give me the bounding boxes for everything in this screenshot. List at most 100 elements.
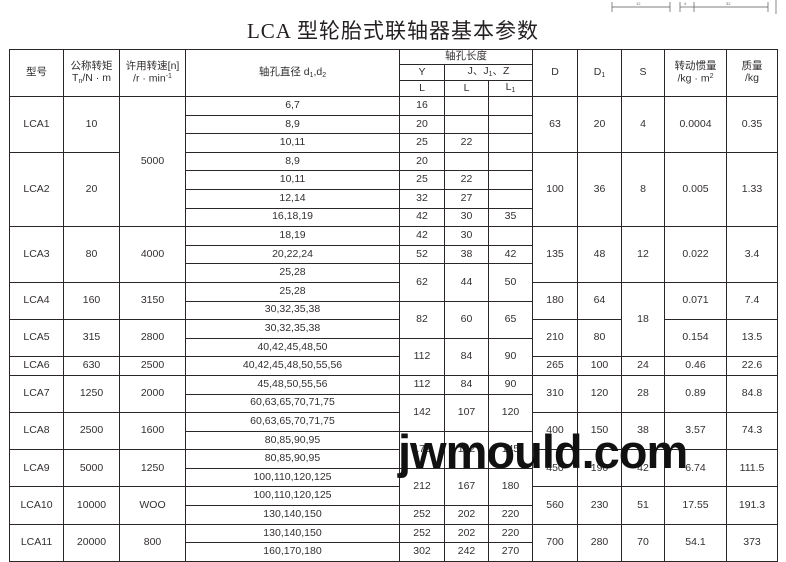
mass-line2: /kg	[744, 72, 759, 84]
cell-bore-diameter: 60,63,65,70,71,75	[185, 412, 400, 432]
cell-torque: 80	[63, 226, 120, 283]
cell-length-L: 25	[399, 170, 445, 190]
cell-length-L: 62	[399, 263, 445, 302]
col-header-type-Y: Y	[399, 64, 445, 81]
cell-length-Lj: 44	[444, 263, 489, 302]
cell-bore-diameter: 10,11	[185, 170, 400, 190]
cell-length-Lj	[444, 151, 489, 172]
cell-length-Lj: 84	[444, 337, 489, 376]
cell-model: LCA3	[9, 226, 64, 283]
cell-inertia: 54.1	[664, 523, 727, 562]
cell-inertia: 0.46	[664, 356, 727, 376]
cell-model: LCA4	[9, 281, 64, 321]
cell-model: LCA8	[9, 412, 64, 451]
col-header-bore-length: 轴孔长度	[399, 48, 533, 66]
cell-model: LCA1	[9, 96, 64, 153]
cell-length-L1	[488, 133, 533, 153]
cell-mass: 1.33	[726, 151, 778, 228]
cell-bore-diameter: 130,140,150	[185, 523, 400, 544]
cell-bore-diameter: 130,140,150	[185, 505, 400, 525]
table-row: LCA3 80 4000 18,19 42 30 135 48 12 0.022 3.4	[9, 226, 778, 283]
cell-length-L1: 42	[488, 244, 533, 265]
cell-length-L1: 180	[488, 467, 533, 507]
cell-length-L1: 145	[488, 430, 533, 469]
cell-torque: 5000	[63, 449, 120, 488]
cell-length-L: 25	[399, 133, 445, 153]
cell-model: LCA6	[9, 356, 64, 376]
page-title: LCA 型轮胎式联轴器基本参数	[246, 19, 540, 43]
cell-length-L: 16	[399, 96, 445, 116]
cell-D1: 190	[577, 449, 622, 488]
cell-D1: 230	[577, 486, 622, 525]
svg-text:32: 32	[726, 1, 731, 6]
table-row: 80,85,90,95 172 132 145	[10, 430, 778, 469]
table-row: 20,22,24 52 38 42	[10, 244, 778, 265]
cell-bore-diameter: 100,110,120,125	[185, 486, 400, 507]
cell-length-L: 82	[399, 300, 445, 339]
cell-length-L1: 50	[488, 263, 533, 302]
cell-length-L1	[488, 96, 533, 116]
table-head: 型号 公称转矩 Tn/N · m 许用转速[n] /r · min-1 轴孔直径…	[9, 48, 778, 97]
cell-bore-diameter: 40,42,45,48,50	[185, 337, 400, 358]
table-row: LCA5 315 2800 30,32,35,38 210 80 0.154 13.5	[9, 319, 778, 358]
table-row: LCA6 630 2500 40,42,45,48,50,55,56 265 100 24 0…	[9, 356, 778, 376]
cell-bore-diameter: 80,85,90,95	[185, 430, 400, 451]
cell-bore-diameter: 6,7	[185, 96, 400, 116]
cell-length-Lj	[444, 114, 489, 135]
cell-length-L: 20	[399, 151, 445, 172]
cell-torque: 2500	[63, 412, 120, 451]
cell-S: 8	[621, 151, 665, 228]
col-header-mass: 质量 /kg	[726, 49, 778, 97]
col-header-bore-diameter: 轴孔直径 d1,d2	[185, 49, 400, 97]
cell-length-L1: 35	[488, 207, 533, 228]
cell-length-Lj: 30	[444, 226, 489, 246]
table-row: LCA2 20 8,9 20 100 36 8 0.005 1.33	[9, 151, 778, 228]
col-header-L1: L1	[488, 80, 533, 97]
table-row: 25,28 62 44 50	[10, 263, 778, 302]
table-row: LCA8 2500 1600 60,63,65,70,71,75 400 150 38 3.5…	[9, 412, 778, 451]
cell-D: 400	[532, 412, 578, 451]
cell-model: LCA9	[9, 449, 64, 488]
svg-text:4: 4	[684, 1, 687, 6]
torque-line1: 公称转矩	[70, 59, 113, 72]
table-row: 12,14 32 27	[10, 188, 778, 209]
cell-length-L: 212	[399, 467, 445, 507]
cell-bore-diameter: 40,42,45,48,50,55,56	[185, 356, 400, 376]
cell-bore-diameter: 80,85,90,95	[185, 449, 400, 469]
cell-length-Lj: 22	[444, 170, 489, 190]
cell-bore-diameter: 25,28	[185, 281, 400, 302]
cell-model: LCA11	[9, 523, 64, 562]
col-header-speed: 许用转速[n] /r · min-1	[119, 49, 186, 97]
cell-speed: 2500	[119, 356, 186, 376]
cell-bore-diameter: 30,32,35,38	[185, 319, 400, 339]
cell-inertia: 17.55	[664, 486, 727, 525]
cell-length-L1	[488, 170, 533, 190]
cell-inertia: 0.005	[664, 151, 727, 228]
col-header-type-JJ1Z: J、J1、Z	[444, 64, 533, 81]
inertia-line1: 转动惯量	[674, 60, 717, 72]
cell-bore-diameter: 25,28	[185, 263, 400, 283]
cell-D: 180	[532, 281, 578, 321]
cell-torque: 10	[63, 96, 120, 153]
cell-length-L: 252	[399, 523, 445, 544]
cell-length-L1	[488, 151, 533, 172]
cell-inertia: 0.89	[664, 374, 727, 414]
cell-D: 700	[532, 523, 578, 562]
table-row: LCA9 5000 1250 80,85,90,95 450 190 42 6.74 111.5	[9, 449, 778, 488]
cell-torque: 630	[63, 356, 120, 376]
cell-torque: 20000	[63, 523, 120, 562]
cell-D1: 100	[577, 356, 622, 376]
table-row: 16,18,19 42 30 35	[10, 207, 778, 228]
cell-D1: 64	[577, 281, 622, 321]
cell-S: 38	[621, 412, 665, 451]
cell-S: 42	[621, 449, 665, 488]
cell-D: 100	[532, 151, 578, 228]
cell-inertia: 0.154	[664, 319, 727, 358]
table-row: 100,110,120,125 212 167 180	[10, 467, 778, 507]
cell-D1: 150	[577, 412, 622, 451]
cell-D: 560	[532, 486, 578, 525]
cell-D: 63	[532, 96, 578, 153]
cell-D1: 80	[577, 319, 622, 358]
cell-model: LCA5	[9, 319, 64, 358]
cell-length-Lj: 22	[444, 133, 489, 153]
